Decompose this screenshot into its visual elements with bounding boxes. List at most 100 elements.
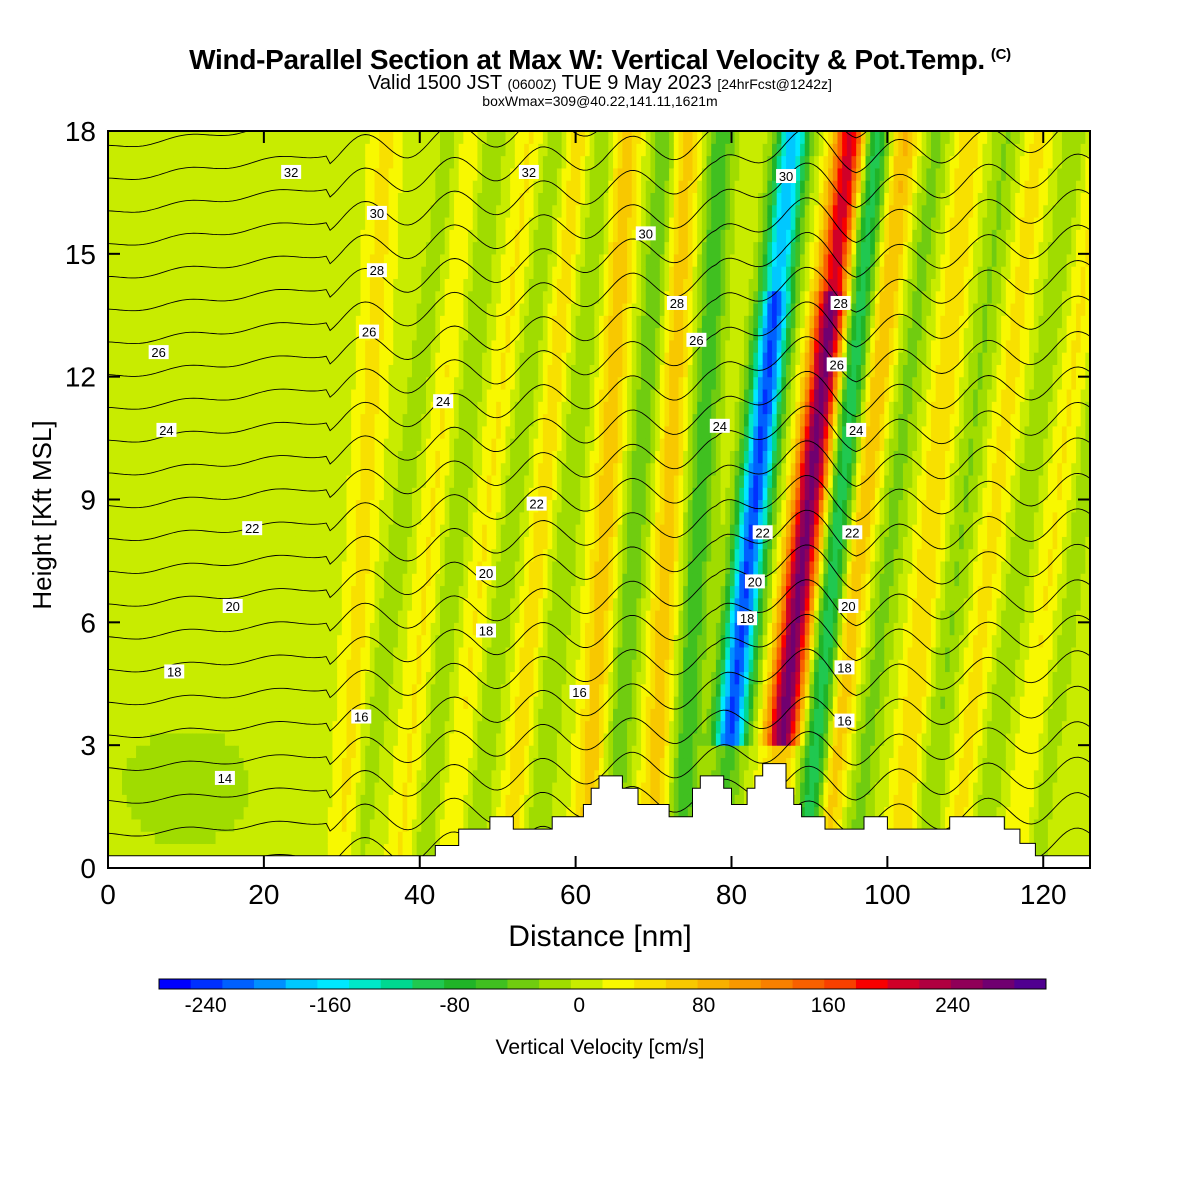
field-cell — [454, 511, 460, 525]
field-cell — [355, 499, 362, 513]
field-cell — [140, 302, 147, 316]
field-cell — [421, 732, 427, 746]
field-cell — [281, 696, 287, 709]
field-cell — [112, 732, 118, 746]
field-cell — [346, 585, 352, 599]
field-cell — [374, 696, 380, 709]
field-cell — [276, 499, 282, 513]
field-cell — [309, 573, 315, 587]
field-cell — [486, 806, 493, 820]
field-cell — [318, 646, 324, 660]
field-cell — [365, 511, 371, 525]
field-cell — [454, 757, 460, 771]
field-cell — [341, 622, 348, 636]
field-cell — [304, 143, 310, 157]
field-cell — [187, 339, 193, 353]
field-cell — [379, 683, 385, 697]
field-cell — [136, 573, 142, 587]
field-cell — [224, 192, 231, 206]
field-cell — [187, 536, 193, 550]
field-cell — [440, 241, 446, 255]
field-cell — [285, 450, 291, 464]
field-cell — [318, 278, 324, 292]
field-cell — [374, 708, 380, 722]
field-cell — [290, 290, 296, 304]
field-cell — [346, 610, 352, 623]
field-cell — [210, 548, 217, 562]
field-cell — [482, 388, 488, 402]
field-cell — [463, 327, 469, 341]
field-cell — [435, 536, 441, 550]
field-cell — [323, 241, 329, 255]
field-cell — [402, 167, 408, 181]
field-cell — [145, 732, 151, 746]
field-cell — [295, 192, 301, 206]
field-cell — [327, 831, 334, 845]
field-cell — [299, 438, 305, 451]
field-cell — [416, 708, 422, 722]
field-cell — [393, 450, 399, 464]
field-cell — [304, 610, 310, 623]
field-cell — [215, 241, 221, 255]
field-cell — [327, 548, 334, 562]
field-cell — [192, 167, 198, 181]
field-cell — [323, 610, 329, 623]
field-cell — [285, 388, 291, 402]
field-cell — [332, 536, 338, 550]
field-cell — [318, 474, 324, 488]
field-cell — [201, 696, 207, 709]
field-cell — [187, 757, 193, 771]
field-cell — [215, 524, 221, 537]
field-cell — [150, 782, 156, 795]
field-cell — [140, 339, 147, 353]
field-cell — [136, 634, 142, 648]
field-cell — [327, 560, 334, 574]
field-cell — [477, 364, 483, 378]
field-cell — [402, 131, 408, 144]
field-cell — [383, 450, 390, 464]
field-cell — [323, 266, 329, 279]
field-cell — [440, 818, 446, 832]
field-cell — [332, 597, 338, 611]
field-cell — [486, 167, 493, 181]
field-cell — [173, 167, 179, 181]
field-cell — [304, 364, 310, 378]
field-cell — [281, 253, 287, 267]
field-cell — [108, 782, 114, 795]
field-cell — [444, 204, 450, 218]
field-cell — [407, 364, 413, 378]
field-cell — [122, 266, 128, 279]
field-cell — [486, 474, 493, 488]
field-cell — [393, 683, 399, 697]
field-cell — [252, 241, 259, 255]
field-cell — [248, 585, 254, 599]
field-cell — [383, 241, 390, 255]
field-cell — [327, 536, 334, 550]
field-cell — [136, 696, 142, 709]
field-cell — [150, 634, 156, 648]
field-cell — [416, 229, 422, 243]
field-cell — [271, 339, 277, 353]
field-cell — [131, 646, 137, 660]
field-cell — [468, 610, 474, 623]
field-cell — [192, 229, 198, 243]
field-cell — [281, 290, 287, 304]
field-cell — [126, 659, 132, 673]
field-cell — [449, 560, 455, 574]
field-cell — [402, 253, 408, 267]
field-cell — [164, 573, 170, 587]
field-cell — [243, 352, 249, 365]
field-cell — [257, 818, 263, 832]
field-cell — [196, 745, 203, 759]
field-cell — [351, 806, 357, 820]
field-cell — [323, 253, 329, 267]
field-cell — [425, 450, 432, 464]
field-cell — [449, 806, 455, 820]
field-cell — [365, 253, 371, 267]
field-cell — [192, 511, 198, 525]
field-cell — [248, 167, 254, 181]
field-cell — [257, 278, 263, 292]
field-cell — [201, 818, 207, 832]
field-cell — [309, 536, 315, 550]
field-cell — [397, 376, 404, 390]
